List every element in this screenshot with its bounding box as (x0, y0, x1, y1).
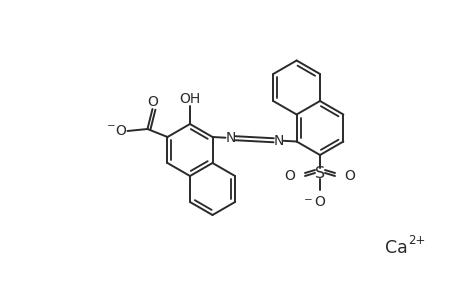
Text: 2+: 2+ (407, 235, 425, 248)
Text: O: O (344, 169, 355, 183)
Text: −: − (303, 195, 312, 205)
Text: −: − (107, 121, 116, 131)
Text: OH: OH (179, 92, 200, 106)
Text: O: O (147, 95, 157, 109)
Text: O: O (314, 195, 325, 209)
Text: N: N (273, 134, 283, 148)
Text: S: S (314, 166, 325, 181)
Text: Ca: Ca (384, 239, 407, 257)
Text: O: O (115, 124, 126, 138)
Text: O: O (284, 169, 295, 183)
Text: N: N (225, 131, 235, 145)
